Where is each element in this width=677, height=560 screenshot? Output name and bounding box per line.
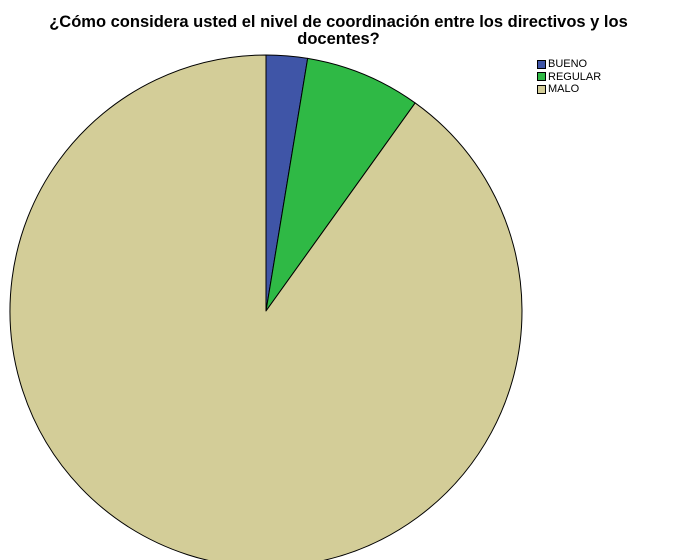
legend-item-malo: MALO	[537, 83, 601, 95]
chart-title-line-1: ¿Cómo considera usted el nivel de coordi…	[49, 13, 628, 31]
chart-title: ¿Cómo considera usted el nivel de coordi…	[0, 14, 677, 48]
legend-item-regular: REGULAR	[537, 71, 601, 83]
legend-swatch-regular	[537, 72, 546, 81]
legend-swatch-malo	[537, 84, 546, 94]
pie-slice-malo	[9, 54, 523, 560]
legend-label-regular: REGULAR	[548, 70, 602, 83]
legend-item-bueno: BUENO	[537, 58, 601, 70]
legend-label-malo: MALO	[548, 83, 580, 95]
chart-legend: BUENO REGULAR MALO	[537, 58, 601, 96]
pie-slice-regular	[265, 57, 416, 312]
chart-title-line-2: docentes?	[297, 30, 380, 48]
legend-label-bueno: BUENO	[548, 58, 588, 70]
legend-swatch-bueno	[537, 59, 546, 69]
